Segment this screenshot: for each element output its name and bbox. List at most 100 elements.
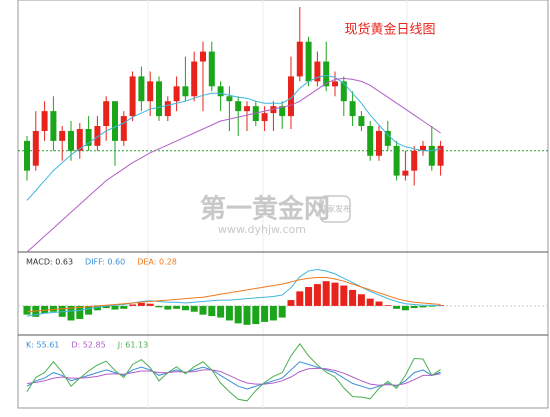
macd-bar xyxy=(261,305,269,322)
candle-body xyxy=(393,145,400,176)
candle-body xyxy=(349,101,356,117)
macd-bar xyxy=(340,285,348,306)
macd-bar xyxy=(76,305,84,319)
indicator-label: J: 61.13 xyxy=(117,341,149,350)
candle-body xyxy=(182,86,189,97)
macd-bar xyxy=(322,281,330,306)
candle-body xyxy=(129,76,136,117)
candle-body xyxy=(261,113,268,122)
candle-body xyxy=(120,116,127,141)
candle-body xyxy=(138,76,145,102)
macd-bar xyxy=(305,287,313,306)
candle-body xyxy=(76,128,83,151)
macd-bar xyxy=(313,284,321,306)
candle-body xyxy=(226,96,233,102)
macd-bar xyxy=(349,289,357,306)
macd-bar xyxy=(190,305,198,312)
candle-body xyxy=(288,76,294,117)
indicator-label: DIFF: 0.60 xyxy=(85,258,125,267)
chart-title: 现货黄金日线图 xyxy=(344,22,435,38)
candle-body xyxy=(323,61,330,87)
candle-body xyxy=(103,101,110,127)
macd-bar xyxy=(243,305,251,325)
macd-bar xyxy=(217,305,225,318)
candle-body xyxy=(156,81,162,117)
macd-bar xyxy=(384,305,392,306)
candle-body xyxy=(332,81,338,87)
macd-bar xyxy=(155,305,163,308)
candle-body xyxy=(173,86,180,102)
candle-body xyxy=(50,111,57,141)
candle-body xyxy=(428,145,435,166)
macd-bar xyxy=(225,305,233,321)
candle-body xyxy=(367,126,374,156)
candle-body xyxy=(314,61,321,82)
stamp-box xyxy=(319,195,351,223)
macd-bar xyxy=(93,305,101,311)
candle-body xyxy=(41,111,48,131)
candle-body xyxy=(217,86,224,97)
watermark-url: www.dyhjw.com xyxy=(218,223,306,236)
candle-body xyxy=(24,140,30,171)
indicator-line xyxy=(26,268,441,317)
macd-bar xyxy=(199,305,207,315)
indicator-line xyxy=(26,361,441,390)
candle-body xyxy=(411,150,418,171)
candle-body xyxy=(384,130,391,146)
candle-body xyxy=(112,101,118,141)
macd-bar xyxy=(296,291,304,306)
macd-bar xyxy=(111,305,119,310)
macd-bar xyxy=(146,303,154,306)
macd-bar xyxy=(85,305,93,315)
macd-bar xyxy=(164,305,172,310)
candle-body xyxy=(279,106,286,117)
candle-body xyxy=(235,101,242,112)
macd-bar xyxy=(269,305,277,321)
indicator-line xyxy=(26,277,441,313)
candle-body xyxy=(59,130,66,141)
macd-bar xyxy=(357,294,365,306)
frame xyxy=(17,0,549,409)
macd-bar xyxy=(375,301,383,306)
macd-bar xyxy=(287,300,295,306)
macd-bar xyxy=(428,305,436,307)
macd-bar xyxy=(419,305,427,308)
candle-body xyxy=(68,130,74,151)
macd-bar xyxy=(67,305,75,321)
macd-bar xyxy=(410,305,418,309)
indicator-line xyxy=(26,77,441,253)
candle-body xyxy=(305,41,312,82)
indicator-line xyxy=(26,342,441,402)
candle-body xyxy=(340,81,347,102)
candle-body xyxy=(358,116,365,127)
macd-bar xyxy=(252,305,260,325)
candle-body xyxy=(402,170,409,176)
macd-bar xyxy=(102,305,110,309)
macd-bar xyxy=(393,305,401,309)
candle-body xyxy=(32,130,39,166)
candle-body xyxy=(244,106,250,112)
candle-body xyxy=(85,128,92,146)
indicator-label: D: 52.85 xyxy=(71,341,105,350)
candle-body xyxy=(270,106,277,114)
macd-bar xyxy=(49,305,57,312)
macd-bar xyxy=(208,305,216,317)
indicator-label: K: 55.61 xyxy=(26,341,59,350)
macd-bar xyxy=(137,303,145,306)
candle-body xyxy=(147,81,154,102)
candle-body xyxy=(376,130,382,156)
indicator-label: DEA: 0.28 xyxy=(137,258,177,267)
macd-bar xyxy=(41,305,49,314)
candle-body xyxy=(191,61,198,97)
watermark-stamp: 独家发布 xyxy=(319,204,351,214)
indicator-line xyxy=(26,367,441,386)
macd-bar xyxy=(23,305,31,315)
indicator-line xyxy=(26,74,441,201)
macd-bar xyxy=(331,282,339,306)
macd-bar xyxy=(120,305,128,309)
indicator-label: MACD: 0.63 xyxy=(26,258,73,267)
macd-bar xyxy=(181,305,189,311)
candle-body xyxy=(208,51,215,87)
